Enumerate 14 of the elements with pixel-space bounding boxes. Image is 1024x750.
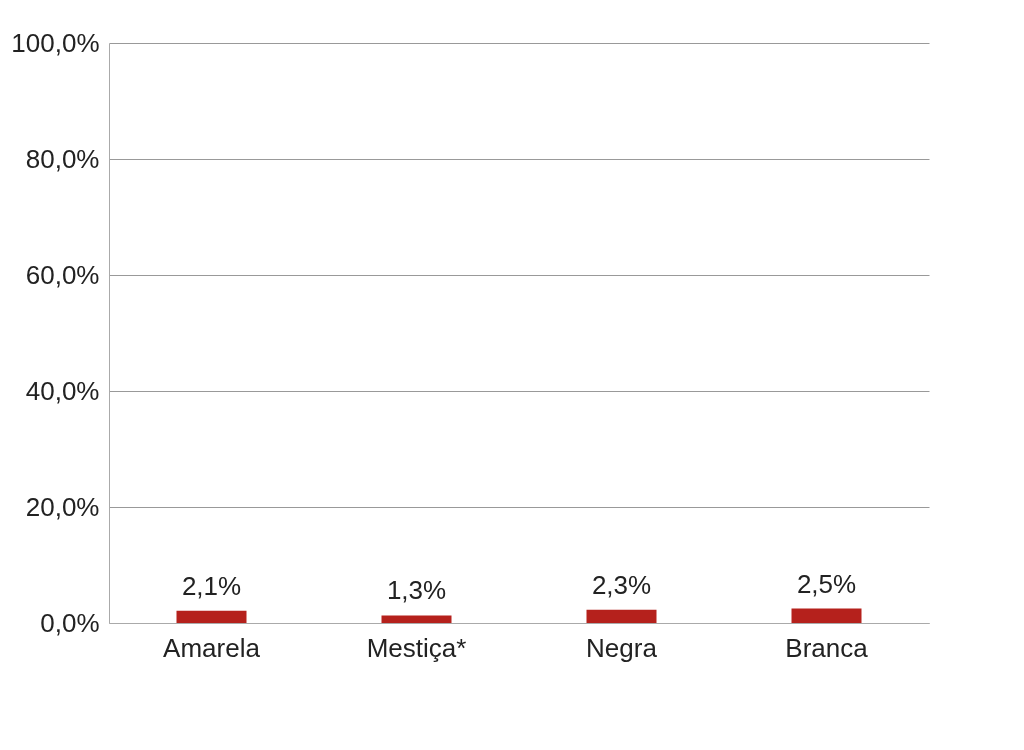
x-tick-label: Amarela — [163, 632, 261, 663]
y-tick-label: 0,0% — [40, 607, 100, 638]
y-tick-label: 60,0% — [25, 259, 100, 290]
y-tick-label: 20,0% — [25, 491, 100, 522]
x-tick-label: Branca — [785, 632, 869, 663]
y-tick-label: 40,0% — [25, 375, 100, 406]
data-label: 1,3% — [386, 575, 447, 606]
data-label: 2,1% — [181, 570, 242, 601]
x-tick-label: Negra — [586, 632, 658, 663]
y-tick-label: 80,0% — [25, 143, 100, 174]
y-tick-label: 100,0% — [11, 27, 100, 58]
data-label: 2,5% — [796, 568, 857, 599]
x-tick-label: Mestiça* — [366, 632, 467, 663]
data-label: 2,3% — [591, 569, 652, 600]
